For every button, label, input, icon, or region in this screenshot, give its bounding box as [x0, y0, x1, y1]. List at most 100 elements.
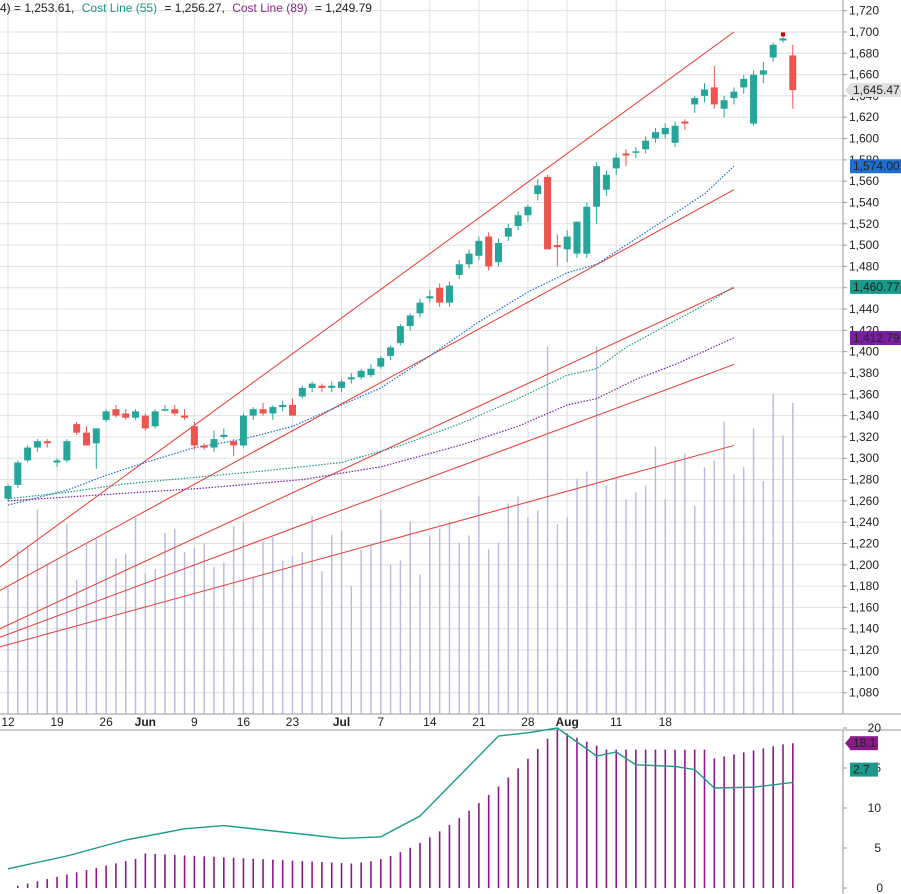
indicator-line	[7, 727, 793, 870]
price-tick-label: 1,220	[849, 536, 879, 550]
ma-value-tag: 1,460.77	[850, 279, 901, 294]
price-tick-label: 1,360	[849, 387, 879, 401]
candle	[190, 422, 198, 450]
candle	[750, 70, 758, 126]
candle	[210, 430, 218, 452]
candle	[73, 422, 81, 435]
candle	[288, 398, 296, 416]
candle	[14, 460, 22, 489]
candle	[740, 74, 748, 94]
candle	[249, 407, 257, 420]
cost-lines	[0, 31, 735, 648]
candle	[279, 400, 287, 412]
candle	[593, 161, 601, 224]
candle	[730, 87, 738, 105]
price-tick-label: 1,240	[849, 515, 879, 529]
header-legend: 4) = 1,253.61, Cost Line (55) = 1,256.27…	[0, 1, 372, 15]
header-line55-label: Cost Line (55)	[82, 1, 157, 15]
price-tick-label: 1,440	[849, 302, 879, 316]
last-price-tag: 1,645.47	[845, 83, 901, 98]
candle	[328, 381, 336, 393]
candlesticks	[4, 32, 797, 501]
header-prefix: 4) = 1,253.61,	[0, 1, 74, 15]
candle	[632, 147, 640, 158]
candle	[416, 298, 424, 318]
price-tick-label: 1,400	[849, 345, 879, 359]
ma-value-tag: 1,574.00	[850, 159, 901, 174]
candle	[269, 404, 277, 420]
cost-trendline	[0, 363, 735, 638]
candle	[651, 127, 659, 143]
price-tick-label: 1,080	[849, 686, 879, 700]
moving-averages	[7, 165, 735, 506]
candle	[377, 355, 385, 369]
candle	[671, 121, 679, 148]
candle	[122, 409, 130, 420]
candle	[53, 458, 61, 467]
svg-text:1,645.47: 1,645.47	[853, 83, 900, 97]
candle	[583, 202, 591, 258]
price-tick-label: 1,200	[849, 558, 879, 572]
candle	[691, 95, 699, 113]
lower-indicator-panel: 05101520	[7, 721, 883, 894]
indicator-value-tag: 18.1	[845, 736, 878, 751]
candle	[759, 61, 767, 84]
date-tick-label: 23	[286, 715, 300, 729]
date-tick-label: 21	[472, 715, 486, 729]
candle	[563, 230, 571, 263]
price-tick-label: 1,140	[849, 622, 879, 636]
candle	[220, 428, 228, 440]
candle	[132, 409, 140, 420]
date-tick-label: 18	[659, 715, 673, 729]
candle	[82, 426, 90, 446]
date-tick-label: 12	[1, 715, 15, 729]
candle	[239, 413, 247, 448]
candle	[779, 36, 787, 43]
price-tick-label: 1,180	[849, 579, 879, 593]
candle	[485, 232, 493, 271]
price-tick-label: 1,660	[849, 68, 879, 82]
candle	[151, 409, 159, 429]
candle	[24, 445, 32, 463]
candle	[396, 323, 404, 346]
candle	[33, 439, 41, 452]
date-tick-label: 16	[237, 715, 251, 729]
price-tick-label: 1,380	[849, 366, 879, 380]
candle	[436, 283, 444, 307]
candle	[681, 119, 689, 131]
candle	[642, 136, 650, 154]
candle	[308, 381, 316, 393]
candle	[367, 364, 375, 378]
date-tick-label: 11	[610, 715, 623, 729]
price-tick-label: 1,300	[849, 451, 879, 465]
candle	[524, 204, 532, 222]
price-tick-label: 1,100	[849, 664, 879, 678]
price-tick-label: 1,700	[849, 25, 879, 39]
candle	[661, 123, 669, 139]
candle	[710, 66, 718, 109]
price-tick-label: 1,620	[849, 110, 879, 124]
price-tick-label: 1,600	[849, 132, 879, 146]
candle	[475, 236, 483, 261]
candle	[553, 234, 561, 267]
candle	[622, 149, 630, 167]
ma-blue-line	[7, 165, 735, 506]
candle	[161, 404, 169, 412]
gridlines	[0, 0, 843, 714]
price-tick-label: 1,340	[849, 409, 879, 423]
svg-text:2.7: 2.7	[853, 763, 870, 777]
date-tick-label: 26	[99, 715, 113, 729]
candle	[347, 372, 355, 384]
price-tags: 1,645.47 1,574.00 1,460.77 1,412.79 18.1 2.7	[845, 83, 901, 777]
candle	[406, 313, 414, 331]
candle	[43, 439, 51, 448]
price-tick-label: 1,680	[849, 46, 879, 60]
candle	[102, 409, 110, 423]
date-tick-label: 19	[50, 715, 64, 729]
price-tick-label: 1,280	[849, 473, 879, 487]
date-tick-label: Jul	[333, 715, 350, 729]
date-tick-label: 14	[423, 715, 437, 729]
